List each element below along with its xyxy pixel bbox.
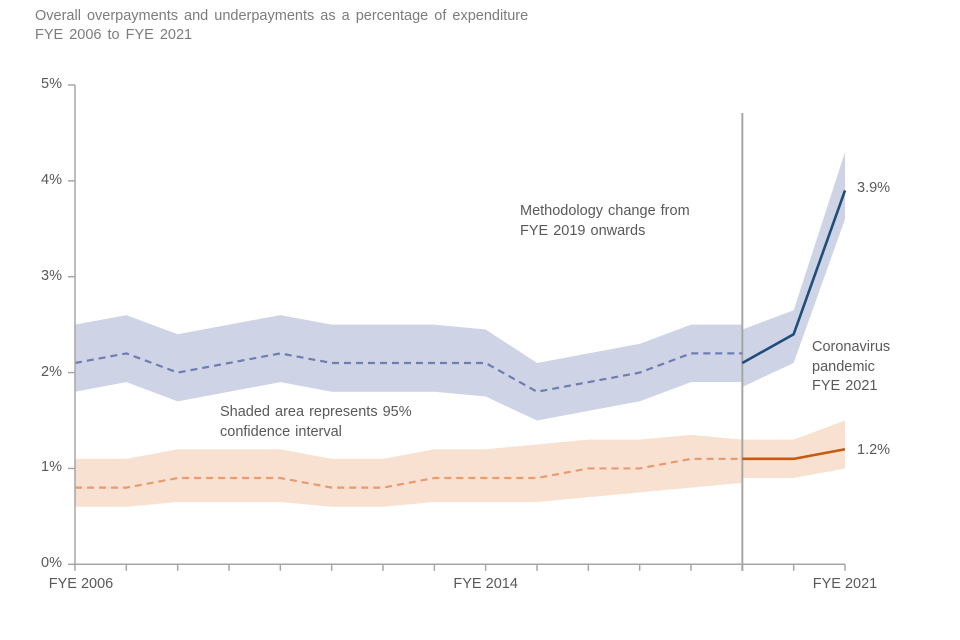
- annotation-confidence-line1: Shaded area represents 95%: [220, 404, 412, 420]
- underpayments-old-methodology-ci-band: [75, 434, 743, 507]
- annotation-confidence-interval: Shaded area represents 95% confidence in…: [220, 403, 412, 442]
- annotation-confidence-line2: confidence interval: [220, 423, 342, 440]
- annotation-methodology-line1: Methodology change from: [520, 203, 690, 219]
- annotation-coronavirus-line1: Coronavirus: [812, 339, 891, 355]
- underpayments-new-methodology-ci-band: [742, 420, 845, 479]
- chart-title-line1: Overall overpayments and underpayments a…: [35, 8, 529, 24]
- annotation-coronavirus-line2: pandemic: [812, 358, 875, 375]
- y-axis-label-5: 5%: [41, 76, 62, 92]
- chart-title-line2: FYE 2006 to FYE 2021: [35, 27, 193, 43]
- underpayments-new-methodology-line: [742, 447, 846, 461]
- annotation-coronavirus-line3: FYE 2021: [812, 378, 878, 394]
- data-label-overpayments-3-9: 3.9%: [857, 180, 891, 196]
- x-axis-label-fye-2014: FYE 2014: [453, 576, 518, 592]
- y-axis-label-1: 1%: [41, 459, 62, 476]
- overpayments-new-methodology-ci-band: [742, 152, 845, 387]
- y-axis-label-3: 3%: [41, 267, 62, 284]
- overpayments-new-methodology-line: [741, 190, 847, 365]
- underpayments-old-methodology-line: [75, 457, 743, 489]
- annotation-methodology-change: Methodology change from FYE 2019 onwards: [520, 202, 690, 241]
- y-axis-label-2: 2%: [41, 363, 62, 380]
- annotation-coronavirus-pandemic: Coronavirus pandemic FYE 2021: [812, 338, 890, 397]
- overpayments-old-methodology-line: [74, 352, 743, 393]
- overpayments-old-methodology-ci-band: [75, 315, 743, 421]
- annotation-methodology-line2: FYE 2019 onwards: [520, 222, 646, 239]
- y-axis-label-4: 4%: [41, 171, 62, 188]
- x-axis-label-fye-2006: FYE 2006: [48, 576, 114, 592]
- y-axis-label-0: 0%: [41, 555, 62, 572]
- data-label-underpayments-1-2: 1.2%: [857, 442, 891, 458]
- x-axis-label-fye-2021: FYE 2021: [812, 576, 878, 592]
- chart-title: Overall overpayments and underpayments a…: [35, 7, 528, 45]
